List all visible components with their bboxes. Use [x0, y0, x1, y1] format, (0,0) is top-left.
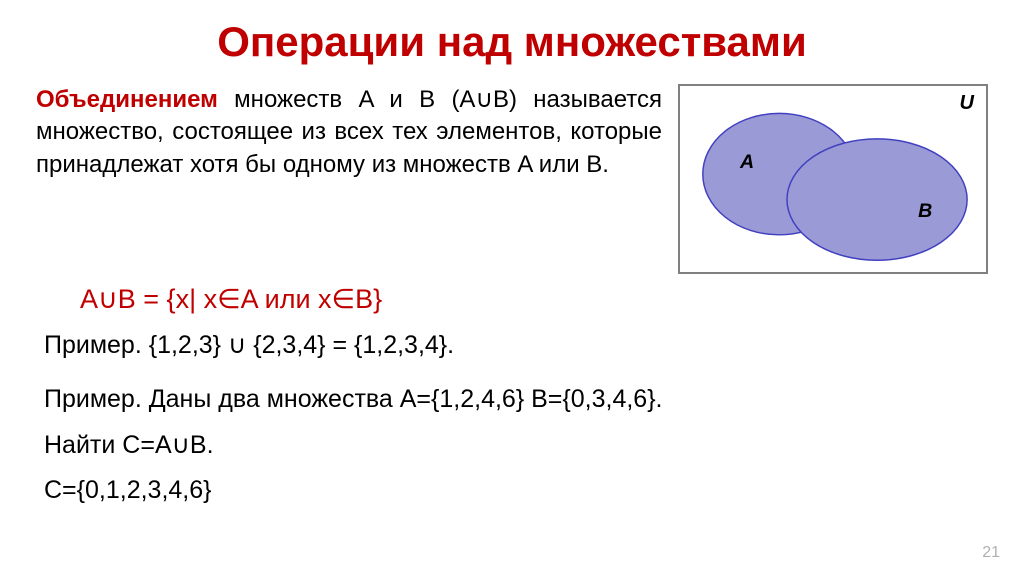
example-2-line1: Пример. Даны два множества A={1,2,4,6} B… — [0, 367, 1024, 421]
definition-text: Объединением множеств A и B (A∪B) называ… — [36, 78, 662, 274]
venn-circle-b — [787, 139, 967, 260]
venn-diagram: U A B — [678, 84, 988, 274]
venn-label-b: B — [918, 200, 932, 222]
definition-row: Объединением множеств A и B (A∪B) называ… — [0, 78, 1024, 274]
definition-term: Объединением — [36, 86, 218, 113]
universe-label: U — [960, 92, 974, 115]
venn-svg: A B — [680, 86, 986, 272]
example-2-answer: C={0,1,2,3,4,6} — [0, 466, 1024, 512]
example-1: Пример. {1,2,3} ∪ {2,3,4} = {1,2,3,4}. — [0, 321, 1024, 367]
venn-label-a: A — [739, 151, 754, 173]
slide-number: 21 — [982, 544, 1000, 562]
slide-title: Операции над множествами — [0, 0, 1024, 78]
formula: A∪B = {x| x∈A или x∈B} — [0, 274, 1024, 321]
example-2-line2: Найти C=A∪B. — [0, 421, 1024, 467]
